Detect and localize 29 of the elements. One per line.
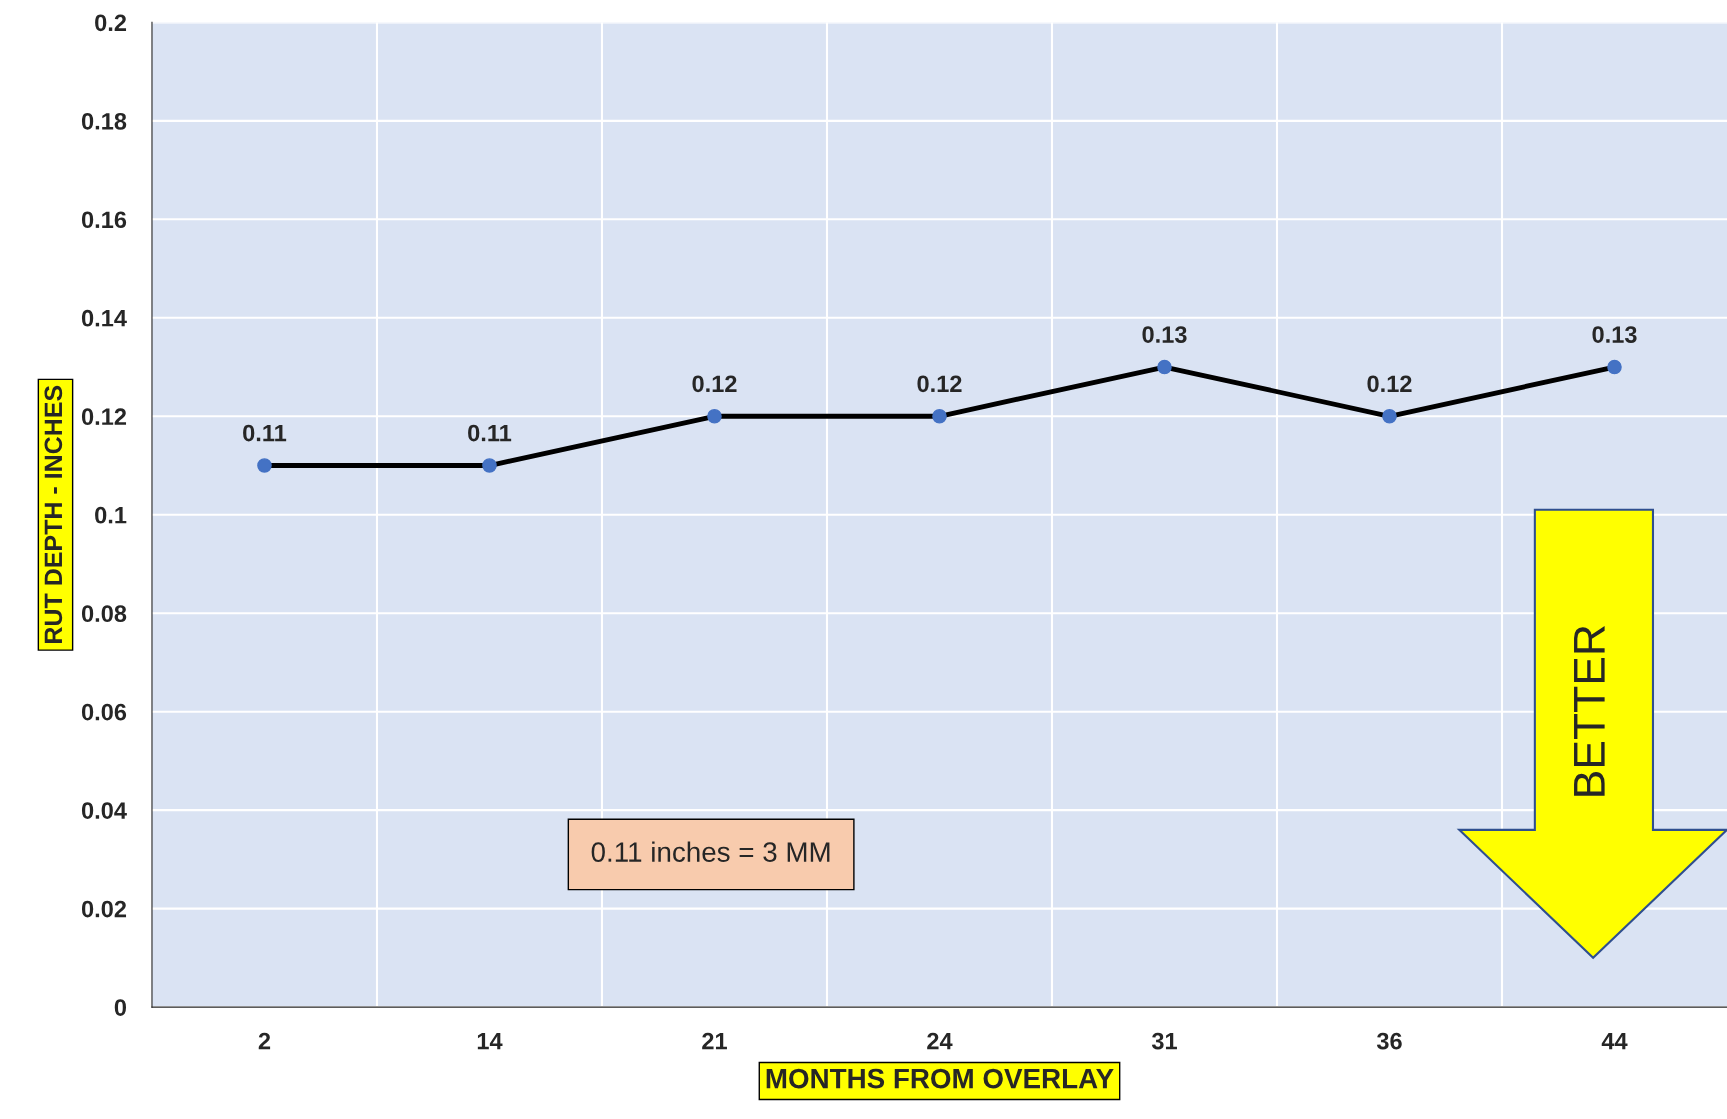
y-tick-label: 0.16 <box>81 211 127 229</box>
data-label: 0.12 <box>692 375 737 393</box>
x-tick-label: 44 <box>1601 1032 1628 1050</box>
annotation: BETTER <box>1574 626 1605 796</box>
x-tick-label: 14 <box>477 1032 503 1050</box>
y-tick-label: 0.08 <box>81 605 127 622</box>
annotation: 0.11 inches = 3 MM <box>591 841 830 862</box>
y-tick-label: 0.02 <box>81 900 127 918</box>
data-label: 0.11 <box>243 424 287 442</box>
y-tick-label: 0 <box>114 999 127 1016</box>
y-tick-label: 0.1 <box>95 506 127 524</box>
x-tick-label: 21 <box>702 1032 727 1050</box>
y-tick-label: 0.18 <box>81 112 127 130</box>
x-tick-label: 36 <box>1376 1032 1402 1050</box>
x-axis-title: MONTHS FROM OVERLAY <box>766 1068 1114 1089</box>
data-label: 0.12 <box>1367 375 1412 393</box>
data-label: 0.13 <box>1142 326 1187 343</box>
data-label: 0.11 <box>468 424 512 442</box>
x-tick-label: 24 <box>927 1032 953 1050</box>
y-axis-title: RUT DEPTH - INCHES <box>44 385 63 643</box>
y-tick-label: 0.06 <box>81 703 127 721</box>
data-label: 0.13 <box>1592 326 1637 343</box>
y-tick-label: 0.12 <box>81 408 127 426</box>
y-tick-label: 0.2 <box>95 14 127 32</box>
y-tick-label: 0.14 <box>81 309 127 327</box>
y-tick-label: 0.04 <box>81 802 127 819</box>
x-tick-label: 31 <box>1151 1032 1177 1050</box>
data-label: 0.12 <box>917 375 962 393</box>
x-tick-label: 2 <box>258 1032 271 1050</box>
